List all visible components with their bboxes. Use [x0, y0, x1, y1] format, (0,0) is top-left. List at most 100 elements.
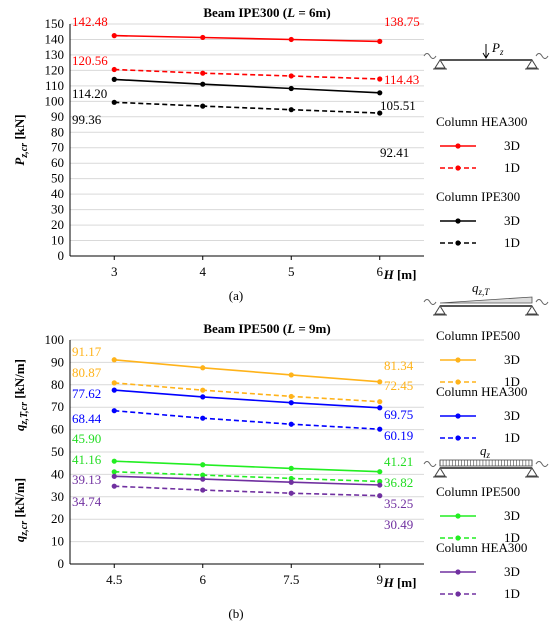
legend-marker — [455, 569, 461, 575]
data-label-first: 114.20 — [72, 86, 107, 101]
legend-title: Column HEA300 — [436, 540, 527, 555]
legend-marker — [455, 218, 461, 224]
legend-title: Column HEA300 — [436, 114, 527, 129]
left-support-icon — [434, 305, 446, 315]
series-line — [114, 460, 380, 473]
data-point — [288, 421, 294, 427]
legend-item-label: 1D — [504, 586, 520, 601]
legend-marker — [455, 165, 461, 171]
series-line — [114, 34, 380, 43]
legend-item-label: 3D — [504, 213, 520, 228]
data-point — [288, 36, 294, 43]
data-label-first: 41.16 — [72, 452, 102, 467]
legend-item-label: 1D — [504, 235, 520, 250]
data-point — [200, 70, 206, 76]
x-tick-label: 6 — [200, 572, 207, 587]
legend-item-label: 3D — [504, 408, 520, 423]
data-point — [111, 458, 117, 464]
left-support-icon — [434, 467, 446, 477]
legend-item-label: 1D — [504, 430, 520, 445]
data-point — [377, 76, 383, 82]
data-label-first: 142.48 — [72, 14, 108, 29]
legend-item-label: 1D — [504, 530, 520, 545]
data-point — [288, 107, 294, 113]
y-axis-label-upper: qz,T,cr [kN/m] — [12, 359, 30, 431]
left-spring-icon — [423, 53, 437, 59]
data-point — [111, 408, 117, 414]
series-0: 91.17 81.34 — [72, 344, 414, 385]
data-point — [377, 90, 383, 96]
data-point — [288, 372, 294, 378]
series-1: 120.56 114.43 — [72, 53, 419, 87]
legend-item-label: 1D — [504, 160, 520, 175]
legend-marker — [455, 435, 461, 441]
data-point — [377, 379, 383, 385]
data-label-last: 69.75 — [384, 407, 413, 422]
y-tick-label: 30 — [51, 489, 64, 504]
chart-title: Beam IPE500 (L = 9m) — [203, 321, 330, 336]
data-label-first: 99.36 — [72, 112, 102, 127]
legend-title: Column IPE500 — [436, 328, 520, 343]
y-tick-label: 90 — [51, 109, 64, 124]
x-tick-label: 4 — [200, 264, 207, 279]
series-2: 114.20 105.51 — [72, 76, 416, 113]
data-label-first: 45.90 — [72, 431, 101, 446]
y-tick-label: 70 — [51, 399, 64, 414]
y-axis-label: Pz,cr [kN] — [12, 114, 30, 165]
y-tick-label: 150 — [45, 16, 65, 31]
data-point — [111, 473, 117, 479]
y-tick-label: 10 — [51, 534, 64, 549]
data-point — [377, 110, 383, 116]
data-point — [377, 493, 383, 499]
y-tick-label: 120 — [45, 62, 65, 77]
x-axis-label: H [m] — [383, 575, 417, 590]
data-point — [200, 462, 206, 468]
y-tick-label: 110 — [45, 78, 64, 93]
series-6: 39.13 35.25 — [72, 472, 413, 511]
legend-marker — [455, 513, 461, 519]
legend-group-0: Column HEA300 3D 1D — [436, 114, 527, 175]
x-tick-label: 3 — [111, 264, 118, 279]
series-7: 34.74 30.49 — [72, 483, 413, 532]
data-point — [288, 490, 294, 496]
data-point — [288, 479, 294, 485]
data-point — [111, 76, 117, 82]
data-point — [288, 85, 294, 92]
series-line — [114, 101, 380, 114]
series-line — [114, 485, 380, 497]
panel-label-b: (b) — [228, 606, 243, 621]
data-point — [288, 475, 294, 482]
data-point — [200, 81, 206, 87]
data-point — [111, 387, 117, 393]
data-label-last: 72.45 — [384, 378, 413, 393]
series-line — [114, 382, 380, 403]
legend-item-label: 1D — [504, 374, 520, 389]
left-support-icon — [434, 59, 446, 69]
data-label-first: 91.17 — [72, 344, 102, 359]
data-point — [377, 482, 383, 488]
y-tick-label: 130 — [45, 47, 65, 62]
legend-group-2: Column IPE500 3D 1D — [436, 328, 520, 389]
legend-title: Column IPE300 — [436, 189, 520, 204]
legend-title: Column IPE500 — [436, 484, 520, 499]
data-label-first: 77.62 — [72, 386, 101, 401]
chart-panel-b: 0 10 20 30 40 50 60 70 80 90 100 4.5 6 7.5 9 H [m] Beam … — [12, 280, 549, 621]
legend-group-5: Column HEA300 3D 1D — [436, 540, 527, 601]
data-point — [377, 469, 383, 475]
load-label: Pz — [491, 40, 504, 57]
legend-marker — [455, 357, 461, 363]
data-point — [111, 33, 117, 39]
series-line — [114, 68, 380, 80]
data-label-last: 138.75 — [384, 14, 420, 29]
y-tick-label: 60 — [51, 155, 64, 170]
series-4: 45.90 41.21 — [72, 431, 413, 475]
y-tick-label: 20 — [51, 511, 64, 526]
data-point — [377, 426, 383, 432]
data-label-last: 114.43 — [384, 72, 419, 87]
data-label-last: 35.25 — [384, 496, 413, 511]
y-tick-label: 0 — [58, 556, 65, 571]
legend-item-label: 3D — [504, 564, 520, 579]
y-tick-label: 70 — [51, 140, 64, 155]
series-3: 68.44 60.19 — [72, 408, 413, 443]
right-spring-icon — [535, 299, 549, 305]
